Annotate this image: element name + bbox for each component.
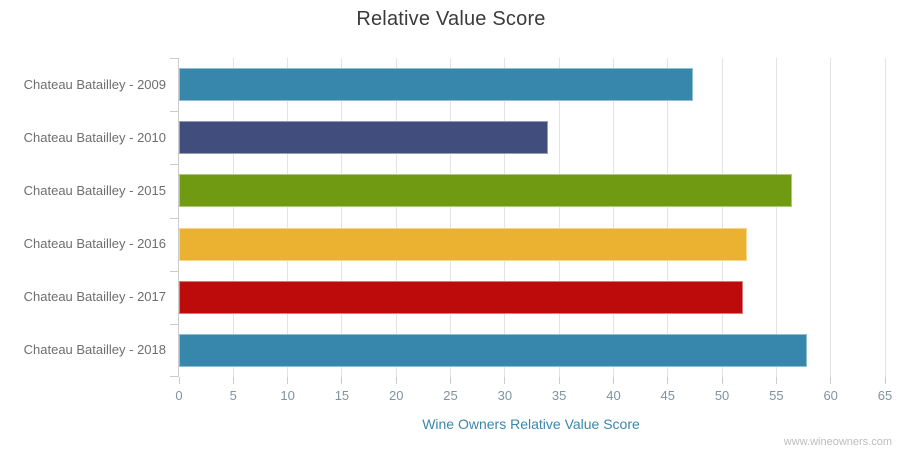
y-axis-tick xyxy=(170,376,178,377)
x-axis-tick xyxy=(504,377,506,384)
x-axis-title: Wine Owners Relative Value Score xyxy=(422,416,640,432)
bar-2018[interactable] xyxy=(179,333,807,367)
gridline xyxy=(558,58,560,377)
category-label: Chateau Batailley - 2015 xyxy=(23,182,166,198)
x-axis-tick xyxy=(395,377,397,384)
x-axis-tick-label: 55 xyxy=(769,388,784,403)
x-axis-tick xyxy=(341,377,343,384)
y-axis-tick xyxy=(170,58,178,59)
category-label: Chateau Batailley - 2009 xyxy=(23,76,166,92)
x-axis-tick-label: 40 xyxy=(606,388,621,403)
x-axis-tick-label: 65 xyxy=(877,388,893,403)
gridline xyxy=(830,58,832,377)
gridline xyxy=(612,58,614,377)
y-axis-tick xyxy=(170,271,178,272)
bar-2016[interactable] xyxy=(179,227,748,261)
category-label: Chateau Batailley - 2016 xyxy=(23,236,166,252)
gridline xyxy=(721,58,723,377)
x-axis-tick-label: 30 xyxy=(497,388,513,403)
category-label: Chateau Batailley - 2017 xyxy=(23,289,166,305)
x-axis-tick xyxy=(830,377,832,384)
x-axis-tick xyxy=(450,377,452,384)
x-axis-tick-label: 20 xyxy=(388,388,404,403)
bar-2009[interactable] xyxy=(179,68,693,102)
x-axis-tick-label: 10 xyxy=(280,388,295,403)
x-axis-tick xyxy=(775,377,777,384)
watermark: www.wineowners.com xyxy=(783,436,892,448)
x-axis-tick xyxy=(287,377,289,384)
gridline xyxy=(775,58,777,377)
x-axis-tick xyxy=(884,377,886,384)
x-axis-tick-label: 35 xyxy=(551,388,567,403)
x-axis-tick xyxy=(612,377,614,384)
category-label: Chateau Batailley - 2018 xyxy=(23,342,166,358)
y-axis-tick xyxy=(170,164,178,165)
bar-2017[interactable] xyxy=(179,280,743,314)
x-axis-tick-label: 25 xyxy=(443,388,458,403)
x-axis-tick xyxy=(178,377,180,384)
x-axis-tick xyxy=(667,377,669,384)
x-axis-tick-label: 15 xyxy=(334,388,350,403)
plot-area: 0 5 10 15 20 25 30 35 40 45 50 55 60 65 xyxy=(170,58,892,403)
gridline xyxy=(395,58,397,377)
x-axis-tick-label: 45 xyxy=(660,388,675,403)
gridline xyxy=(884,58,886,377)
y-axis-tick xyxy=(170,218,178,219)
x-axis-tick xyxy=(232,377,234,384)
x-axis-tick-label: 5 xyxy=(229,388,237,403)
x-axis-tick xyxy=(721,377,723,384)
gridline xyxy=(341,58,343,377)
gridline xyxy=(667,58,669,377)
category-label: Chateau Batailley - 2010 xyxy=(23,129,166,145)
x-axis-tick-label: 0 xyxy=(175,388,183,403)
gridline xyxy=(287,58,289,377)
x-axis-tick-label: 50 xyxy=(714,388,730,403)
y-axis-tick xyxy=(170,324,178,325)
gridline xyxy=(450,58,452,377)
gridline xyxy=(232,58,234,377)
x-axis-tick-label: 60 xyxy=(823,388,838,403)
x-axis-tick xyxy=(558,377,560,384)
gridline xyxy=(504,58,506,377)
y-axis-tick xyxy=(170,111,178,112)
bar-2010[interactable] xyxy=(179,121,549,155)
chart-title: Relative Value Score xyxy=(356,8,546,30)
bar-2015[interactable] xyxy=(179,174,792,208)
